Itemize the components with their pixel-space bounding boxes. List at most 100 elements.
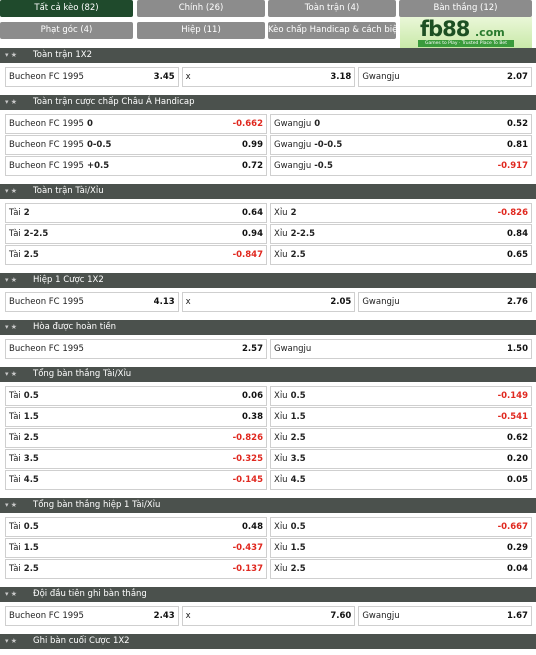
odds-cell[interactable]: Gwangju 2.07 bbox=[358, 67, 532, 87]
fb88-logo[interactable]: fb88 .com Games to Play · Trusted Place … bbox=[400, 17, 532, 48]
odds-cell[interactable]: Tài 4.5 -0.145 bbox=[5, 470, 267, 490]
filter-tab[interactable]: Phạt góc (4) bbox=[0, 22, 133, 39]
odds-cell[interactable]: Tài 1.5 0.38 bbox=[5, 407, 267, 427]
section-title: Hiệp 1 Cược 1X2 bbox=[33, 275, 104, 285]
handicap-line: 4.5 bbox=[290, 475, 306, 485]
odds-cell[interactable]: Bucheon FC 1995 3.45 bbox=[5, 67, 179, 87]
odds-cell[interactable]: Bucheon FC 1995 +0.5 0.72 bbox=[5, 156, 267, 176]
handicap-line: 2.5 bbox=[23, 433, 39, 443]
filter-tab[interactable]: Hiệp (11) bbox=[137, 22, 265, 39]
odds-cell[interactable]: Tài 0.5 0.06 bbox=[5, 386, 267, 406]
selection-name: Bucheon FC 1995 bbox=[9, 140, 84, 150]
odds-cell[interactable]: Bucheon FC 1995 0-0.5 0.99 bbox=[5, 135, 267, 155]
odds-cell[interactable]: Tài 2.5 -0.847 bbox=[5, 245, 267, 265]
selection-name: Tài bbox=[9, 454, 21, 464]
odds-cell[interactable]: Tài 2-2.5 0.94 bbox=[5, 224, 267, 244]
odds-cell[interactable]: Bucheon FC 1995 2.57 bbox=[5, 339, 267, 359]
selection-label: x bbox=[186, 293, 191, 311]
selection-label: Xỉu 4.5 bbox=[274, 471, 306, 489]
handicap-line: 0-0.5 bbox=[86, 140, 112, 150]
odds-value: 0.72 bbox=[242, 161, 263, 171]
handicap-line: 2-2.5 bbox=[290, 229, 316, 239]
odds-value: -0.149 bbox=[497, 391, 528, 401]
selection-name: Tài bbox=[9, 208, 21, 218]
section-title: Toàn trận Tài/Xỉu bbox=[33, 186, 104, 196]
section-header[interactable]: ▾ ★ Hiệp 1 Cược 1X2 bbox=[0, 273, 536, 288]
odds-cell[interactable]: Bucheon FC 1995 4.13 bbox=[5, 292, 179, 312]
odds-value: 1.67 bbox=[507, 611, 528, 621]
filter-tab[interactable]: Tất cả kèo (82) bbox=[0, 0, 133, 17]
odds-cell[interactable]: Tài 2 0.64 bbox=[5, 203, 267, 223]
odds-cell[interactable]: Gwangju 1.67 bbox=[358, 606, 532, 626]
odds-cell[interactable]: Gwangju 0 0.52 bbox=[270, 114, 532, 134]
selection-label: Xỉu 0.5 bbox=[274, 518, 306, 536]
handicap-line: 1.5 bbox=[23, 543, 39, 553]
collapse-star-icon: ▾ ★ bbox=[5, 98, 18, 106]
section-header[interactable]: ▾ ★ Hòa được hoàn tiền bbox=[0, 320, 536, 335]
odds-cell[interactable]: Xỉu 3.5 0.20 bbox=[270, 449, 532, 469]
section-header[interactable]: ▾ ★ Toàn trận Tài/Xỉu bbox=[0, 184, 536, 199]
odds-cell[interactable]: Gwangju -0-0.5 0.81 bbox=[270, 135, 532, 155]
odds-value: -0.826 bbox=[232, 433, 263, 443]
odds-value: 0.29 bbox=[507, 543, 528, 553]
selection-name: Xỉu bbox=[274, 412, 288, 422]
section-header[interactable]: ▾ ★ Toàn trận 1X2 bbox=[0, 48, 536, 63]
odds-cell[interactable]: Tài 2.5 -0.137 bbox=[5, 559, 267, 579]
selection-name: Gwangju bbox=[362, 297, 400, 307]
odds-cell[interactable]: Bucheon FC 1995 2.43 bbox=[5, 606, 179, 626]
odds-cell[interactable]: Xỉu 2-2.5 0.84 bbox=[270, 224, 532, 244]
odds-cell[interactable]: x 3.18 bbox=[181, 67, 356, 87]
odds-value: 0.52 bbox=[507, 119, 528, 129]
selection-name: Gwangju bbox=[274, 140, 312, 150]
filter-tab[interactable]: Bàn thắng (12) bbox=[399, 0, 532, 17]
odds-cell[interactable]: Xỉu 1.5 0.29 bbox=[270, 538, 532, 558]
section-header[interactable]: ▾ ★ Ghi bàn cuối Cược 1X2 bbox=[0, 634, 536, 649]
odds-cell[interactable]: Xỉu 2.5 0.65 bbox=[270, 245, 532, 265]
logo-domain: .com bbox=[475, 26, 505, 39]
odds-cell[interactable]: Xỉu 2.5 0.04 bbox=[270, 559, 532, 579]
handicap-line: 2.5 bbox=[23, 250, 39, 260]
odds-value: 0.38 bbox=[242, 412, 263, 422]
filter-tab[interactable]: Chính (26) bbox=[137, 0, 265, 17]
odds-value: 7.60 bbox=[330, 611, 352, 621]
odds-cell[interactable]: Tài 2.5 -0.826 bbox=[5, 428, 267, 448]
odds-cell[interactable]: Gwangju 2.76 bbox=[358, 292, 532, 312]
odds-cell[interactable]: x 2.05 bbox=[181, 292, 356, 312]
odds-cell[interactable]: Tài 3.5 -0.325 bbox=[5, 449, 267, 469]
selection-name: Xỉu bbox=[274, 250, 288, 260]
collapse-star-icon: ▾ ★ bbox=[5, 637, 18, 645]
odds-cell[interactable]: x 7.60 bbox=[181, 606, 356, 626]
odds-cell[interactable]: Xỉu 0.5 -0.149 bbox=[270, 386, 532, 406]
selection-label: Xỉu 3.5 bbox=[274, 450, 306, 468]
odds-cell[interactable]: Gwangju 1.50 bbox=[270, 339, 532, 359]
odds-cell[interactable]: Bucheon FC 1995 0 -0.662 bbox=[5, 114, 267, 134]
handicap-line: 0.5 bbox=[23, 522, 39, 532]
handicap-line: 0.5 bbox=[290, 391, 306, 401]
selection-name: Tài bbox=[9, 433, 21, 443]
odds-cell[interactable]: Tài 0.5 0.48 bbox=[5, 517, 267, 537]
odds-cell[interactable]: Xỉu 1.5 -0.541 bbox=[270, 407, 532, 427]
selection-name: x bbox=[185, 72, 191, 82]
odds-value: -0.667 bbox=[497, 522, 528, 532]
section-title: Đội đầu tiên ghi bàn thắng bbox=[33, 589, 147, 599]
filter-tab[interactable]: Toàn trận (4) bbox=[268, 0, 396, 17]
selection-label: Tài 2.5 bbox=[9, 246, 39, 264]
odds-cell[interactable]: Xỉu 2.5 0.62 bbox=[270, 428, 532, 448]
section-header[interactable]: ▾ ★ Toàn trận cược chấp Châu Á Handicap bbox=[0, 95, 536, 110]
logo-tagline: Games to Play · Trusted Place To Bet bbox=[418, 40, 514, 47]
odds-cell[interactable]: Tài 1.5 -0.437 bbox=[5, 538, 267, 558]
odds-cell[interactable]: Gwangju -0.5 -0.917 bbox=[270, 156, 532, 176]
selection-label: Gwangju 0 bbox=[274, 115, 320, 133]
section-header[interactable]: ▾ ★ Tổng bàn thắng hiệp 1 Tài/Xỉu bbox=[0, 498, 536, 513]
selection-label: Bucheon FC 1995 +0.5 bbox=[9, 157, 109, 175]
odds-cell[interactable]: Xỉu 4.5 0.05 bbox=[270, 470, 532, 490]
filter-tab[interactable]: Kèo chấp Handicap & cách biệt (3) bbox=[268, 22, 396, 39]
odds-value: 2.05 bbox=[330, 297, 352, 307]
odds-cell[interactable]: Xỉu 0.5 -0.667 bbox=[270, 517, 532, 537]
section-header[interactable]: ▾ ★ Tổng bàn thắng Tài/Xỉu bbox=[0, 367, 536, 382]
selection-name: Tài bbox=[9, 522, 21, 532]
selection-name: Gwangju bbox=[274, 119, 312, 129]
section-header[interactable]: ▾ ★ Đội đầu tiên ghi bàn thắng bbox=[0, 587, 536, 602]
handicap-line: 2.5 bbox=[290, 564, 306, 574]
odds-cell[interactable]: Xỉu 2 -0.826 bbox=[270, 203, 532, 223]
